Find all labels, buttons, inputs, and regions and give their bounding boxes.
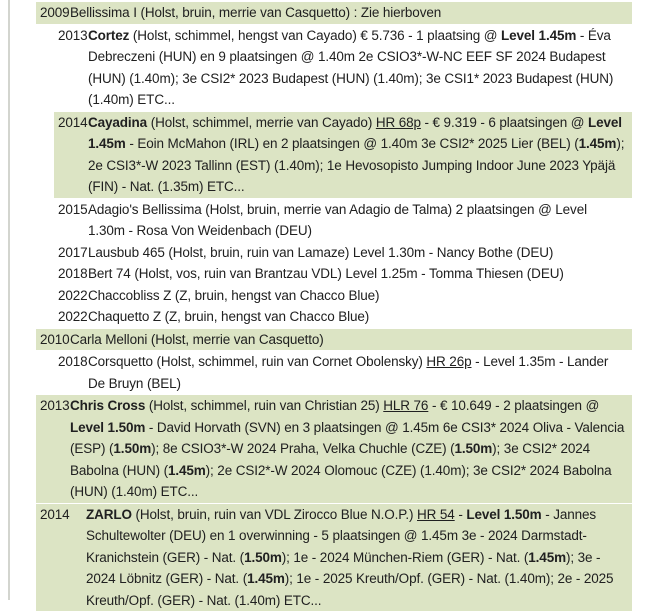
- text-segment: 1.45m: [167, 462, 206, 478]
- text-segment: Adagio's Bellissima (Holst, bruin, merri…: [88, 201, 587, 239]
- text-segment: 1.50m: [244, 549, 282, 565]
- offspring-row: 2009 Bellissima I (Holst, bruin, merrie v…: [36, 2, 632, 24]
- text-segment: 1.45m: [528, 549, 566, 565]
- offspring-description: Chris Cross (Holst, schimmel, ruin van C…: [70, 395, 632, 503]
- offspring-row: 2017 Lausbub 465 (Holst, bruin, ruin van …: [54, 242, 632, 264]
- text-segment: - Jannes Schultewolter (DEU) en 1 overwi…: [86, 506, 597, 565]
- text-segment: Lausbub 465 (Holst, bruin, ruin van Lama…: [88, 244, 554, 260]
- offspring-description: Bert 74 (Holst, vos, ruin van Brantzau V…: [88, 263, 632, 285]
- horse-name: Chris Cross: [70, 398, 146, 413]
- offspring-description: Corsquetto (Holst, schimmel, ruin van Co…: [88, 351, 632, 394]
- text-segment: ); 1e - 2024 München-Riem (GER) - Nat. (: [281, 549, 529, 565]
- offspring-row: 2018 Corsquetto (Holst, schimmel, ruin va…: [54, 351, 632, 394]
- foal-year: 2013: [58, 27, 88, 43]
- left-border-line: [8, 0, 10, 600]
- foal-year: 2018: [58, 266, 88, 281]
- offspring-description: Carla Melloni (Holst, merrie van Casquet…: [70, 329, 632, 351]
- rating-link[interactable]: HR 26p: [426, 354, 472, 369]
- text-segment: ); 3e - 2024 Löbnitz (GER) - Nat. (: [86, 549, 601, 587]
- offspring-row: 2010 Carla Melloni (Holst, merrie van Cas…: [36, 328, 632, 351]
- text-segment: Carla Melloni (Holst, merrie van Casquet…: [70, 331, 324, 347]
- text-segment: Level 1.45m: [501, 27, 577, 43]
- offspring-description: Adagio's Bellissima (Holst, bruin, merri…: [88, 199, 632, 242]
- foal-year: 2022: [58, 309, 88, 324]
- offspring-row: 2013 Chris Cross (Holst, schimmel, ruin v…: [36, 395, 632, 503]
- foal-year: 2010: [40, 331, 70, 347]
- rating-link[interactable]: HR 54: [417, 506, 455, 522]
- text-segment: - Éva Debreczeni (HUN) en 9 plaatsingen …: [88, 27, 614, 108]
- text-segment: ); 2e CSI3*-W 2023 Tallinn (EST) (1.40m)…: [88, 136, 625, 194]
- foal-year: 2017: [58, 244, 88, 260]
- text-segment: 1.50m: [454, 441, 493, 456]
- offspring-row: 2022 Chaquetto Z (Z, bruin, hengst van Ch…: [54, 306, 632, 328]
- foal-year: 2018: [58, 354, 88, 369]
- horse-name: Cayadina: [88, 114, 148, 130]
- offspring-description: Bellissima I (Holst, bruin, merrie van C…: [70, 2, 632, 24]
- offspring-description: Cortez (Holst, schimmel, hengst van Caya…: [88, 25, 632, 111]
- text-segment: - David Horvath (SVN) en 3 plaatsingen @…: [70, 419, 625, 457]
- text-segment: Level 1.50m: [466, 506, 542, 522]
- foal-year: 2014: [40, 506, 70, 522]
- offspring-row: 2013 Cortez (Holst, schimmel, hengst van …: [54, 25, 632, 111]
- foal-year: 2014: [58, 114, 88, 130]
- offspring-description: ZARLO (Holst, bruin, ruin van VDL Zirocc…: [86, 504, 632, 612]
- text-segment: Chaccobliss Z (Z, bruin, hengst van Chac…: [88, 287, 380, 303]
- text-segment: Bellissima I (Holst, bruin, merrie van C…: [70, 5, 442, 20]
- text-segment: 1.45m: [578, 136, 617, 151]
- text-segment: -: [454, 506, 467, 522]
- text-segment: ); 8e CSIO3*-W 2024 Praha, Velka Chuchle…: [151, 441, 455, 456]
- foal-year: 2022: [58, 287, 88, 303]
- text-segment: Corsquetto (Holst, schimmel, ruin van Co…: [88, 354, 427, 369]
- rating-link[interactable]: HR 68p: [375, 114, 421, 130]
- text-segment: Bert 74 (Holst, vos, ruin van Brantzau V…: [88, 266, 564, 281]
- horse-name: ZARLO: [86, 506, 132, 522]
- offspring-row: 2018 Bert 74 (Holst, vos, ruin van Brantz…: [54, 263, 632, 285]
- text-segment: - Level 1.35m - Lander De Bruyn (BEL): [88, 354, 609, 391]
- text-segment: 1.45m: [247, 571, 285, 586]
- offspring-row: 2014 Cayadina (Holst, schimmel, merrie va…: [54, 111, 632, 198]
- text-segment: - Eoin McMahon (IRL) en 2 plaatsingen @ …: [125, 136, 579, 151]
- text-segment: (Holst, schimmel, hengst van Cayado) € 5…: [129, 27, 501, 43]
- offspring-description: Chaquetto Z (Z, bruin, hengst van Chacco…: [88, 306, 632, 328]
- rating-link[interactable]: HLR 76: [383, 398, 429, 413]
- text-segment: - € 10.649 - 2 plaatsingen @: [428, 398, 600, 413]
- text-segment: 1.50m: [113, 441, 152, 456]
- text-segment: ); 3e CSI2* 2024 Babolna (HUN) (: [70, 441, 591, 478]
- foal-year: 2009: [40, 5, 70, 20]
- text-segment: (Holst, bruin, ruin van VDL Zirocco Blue…: [131, 506, 418, 522]
- text-segment: Level 1.50m: [70, 419, 146, 435]
- offspring-row: 2015 Adagio's Bellissima (Holst, bruin, m…: [54, 199, 632, 242]
- text-segment: - € 9.319 - 6 plaatsingen @: [420, 114, 588, 130]
- text-segment: Level 1.45m: [88, 114, 622, 152]
- foal-year: 2013: [40, 398, 70, 413]
- offspring-description: Chaccobliss Z (Z, bruin, hengst van Chac…: [88, 285, 632, 307]
- text-segment: (Holst, schimmel, ruin van Christian 25): [145, 398, 384, 413]
- offspring-row: 2014 ZARLO (Holst, bruin, ruin van VDL Zi…: [36, 503, 632, 612]
- text-segment: Chaquetto Z (Z, bruin, hengst van Chacco…: [88, 309, 370, 324]
- text-segment: (Holst, schimmel, merrie van Cayado): [147, 114, 376, 130]
- offspring-description: Cayadina (Holst, schimmel, merrie van Ca…: [88, 112, 632, 198]
- offspring-row: 2022 Chaccobliss Z (Z, bruin, hengst van …: [54, 285, 632, 307]
- text-segment: ); 2e CSI2*-W 2024 Olomouc (CZE) (1.40m)…: [70, 462, 612, 500]
- foal-year: 2015: [58, 201, 88, 217]
- offspring-description: Lausbub 465 (Holst, bruin, ruin van Lama…: [88, 242, 632, 264]
- horse-name: Cortez: [88, 27, 130, 43]
